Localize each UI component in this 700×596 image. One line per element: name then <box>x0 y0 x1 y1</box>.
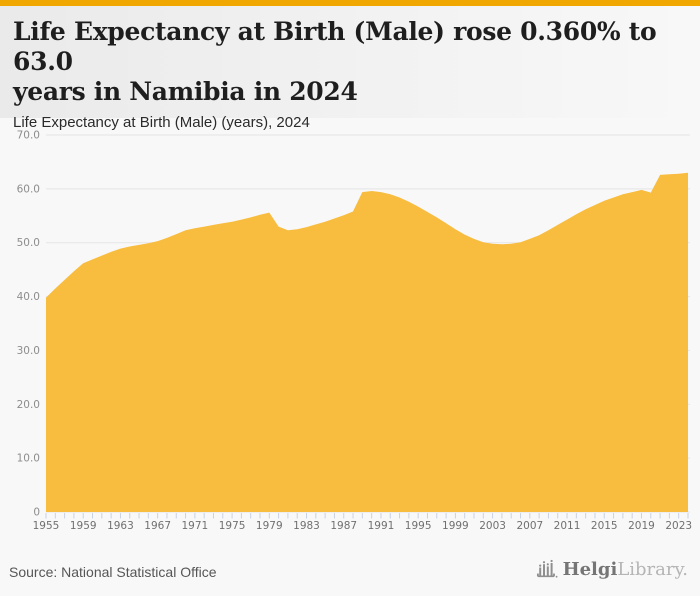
x-tick-label: 1995 <box>405 520 432 532</box>
x-tick-label: 2015 <box>591 520 618 532</box>
y-tick-label: 60.0 <box>17 183 40 195</box>
x-tick-label: 1955 <box>33 520 60 532</box>
logo-text-helgi: Helgi <box>562 558 618 580</box>
x-tick-label: 2019 <box>628 520 655 532</box>
x-tick-label: 2003 <box>479 520 506 532</box>
y-tick-label: 70.0 <box>17 130 40 142</box>
y-tick-label: 20.0 <box>17 399 40 411</box>
page-title-line1: Life Expectancy at Birth (Male) rose 0.3… <box>13 17 657 76</box>
x-tick-label: 1991 <box>368 520 395 532</box>
x-tick-label: 1971 <box>182 520 209 532</box>
page-title: Life Expectancy at Birth (Male) rose 0.3… <box>13 17 686 107</box>
logo-wordmark: HelgiLibrary. <box>563 559 688 581</box>
y-tick-label: 10.0 <box>17 453 40 465</box>
chart-header: Life Expectancy at Birth (Male) rose 0.3… <box>0 6 700 131</box>
x-axis-labels: 1955 1959 1963 1967 1971 1975 1979 1983 1987 1991… <box>33 520 692 532</box>
x-tick-label: 2023 <box>665 520 692 532</box>
logo-text-library: Library. <box>617 558 688 580</box>
y-axis-labels: 0 10.0 20.0 30.0 40.0 50.0 60.0 70.0 <box>17 130 40 519</box>
x-tick-label: 2011 <box>554 520 581 532</box>
x-tick-label: 1975 <box>219 520 246 532</box>
x-tick-label: 1999 <box>442 520 469 532</box>
y-tick-label: 50.0 <box>17 237 40 249</box>
x-tick-label: 1959 <box>70 520 97 532</box>
x-tick-label: 2007 <box>516 520 543 532</box>
x-tick-label: 1987 <box>330 520 357 532</box>
y-tick-label: 0 <box>33 507 40 519</box>
y-tick-label: 40.0 <box>17 291 40 303</box>
x-tick-label: 1983 <box>293 520 320 532</box>
chart-subtitle: Life Expectancy at Birth (Male) (years),… <box>13 114 310 131</box>
bar-chart-skyline-icon <box>536 559 558 578</box>
x-tick-label: 1967 <box>144 520 171 532</box>
source-label: Source: National Statistical Office <box>9 564 217 580</box>
x-tick-label: 1963 <box>107 520 134 532</box>
x-tick-label: 1979 <box>256 520 283 532</box>
x-axis-ticks <box>45 513 689 519</box>
helgi-library-logo[interactable]: HelgiLibrary. <box>536 558 688 581</box>
accent-top-bar <box>0 0 700 6</box>
y-tick-label: 30.0 <box>17 345 40 357</box>
life-expectancy-area-series <box>46 172 688 512</box>
page-title-line2: years in Namibia in 2024 <box>13 77 358 106</box>
